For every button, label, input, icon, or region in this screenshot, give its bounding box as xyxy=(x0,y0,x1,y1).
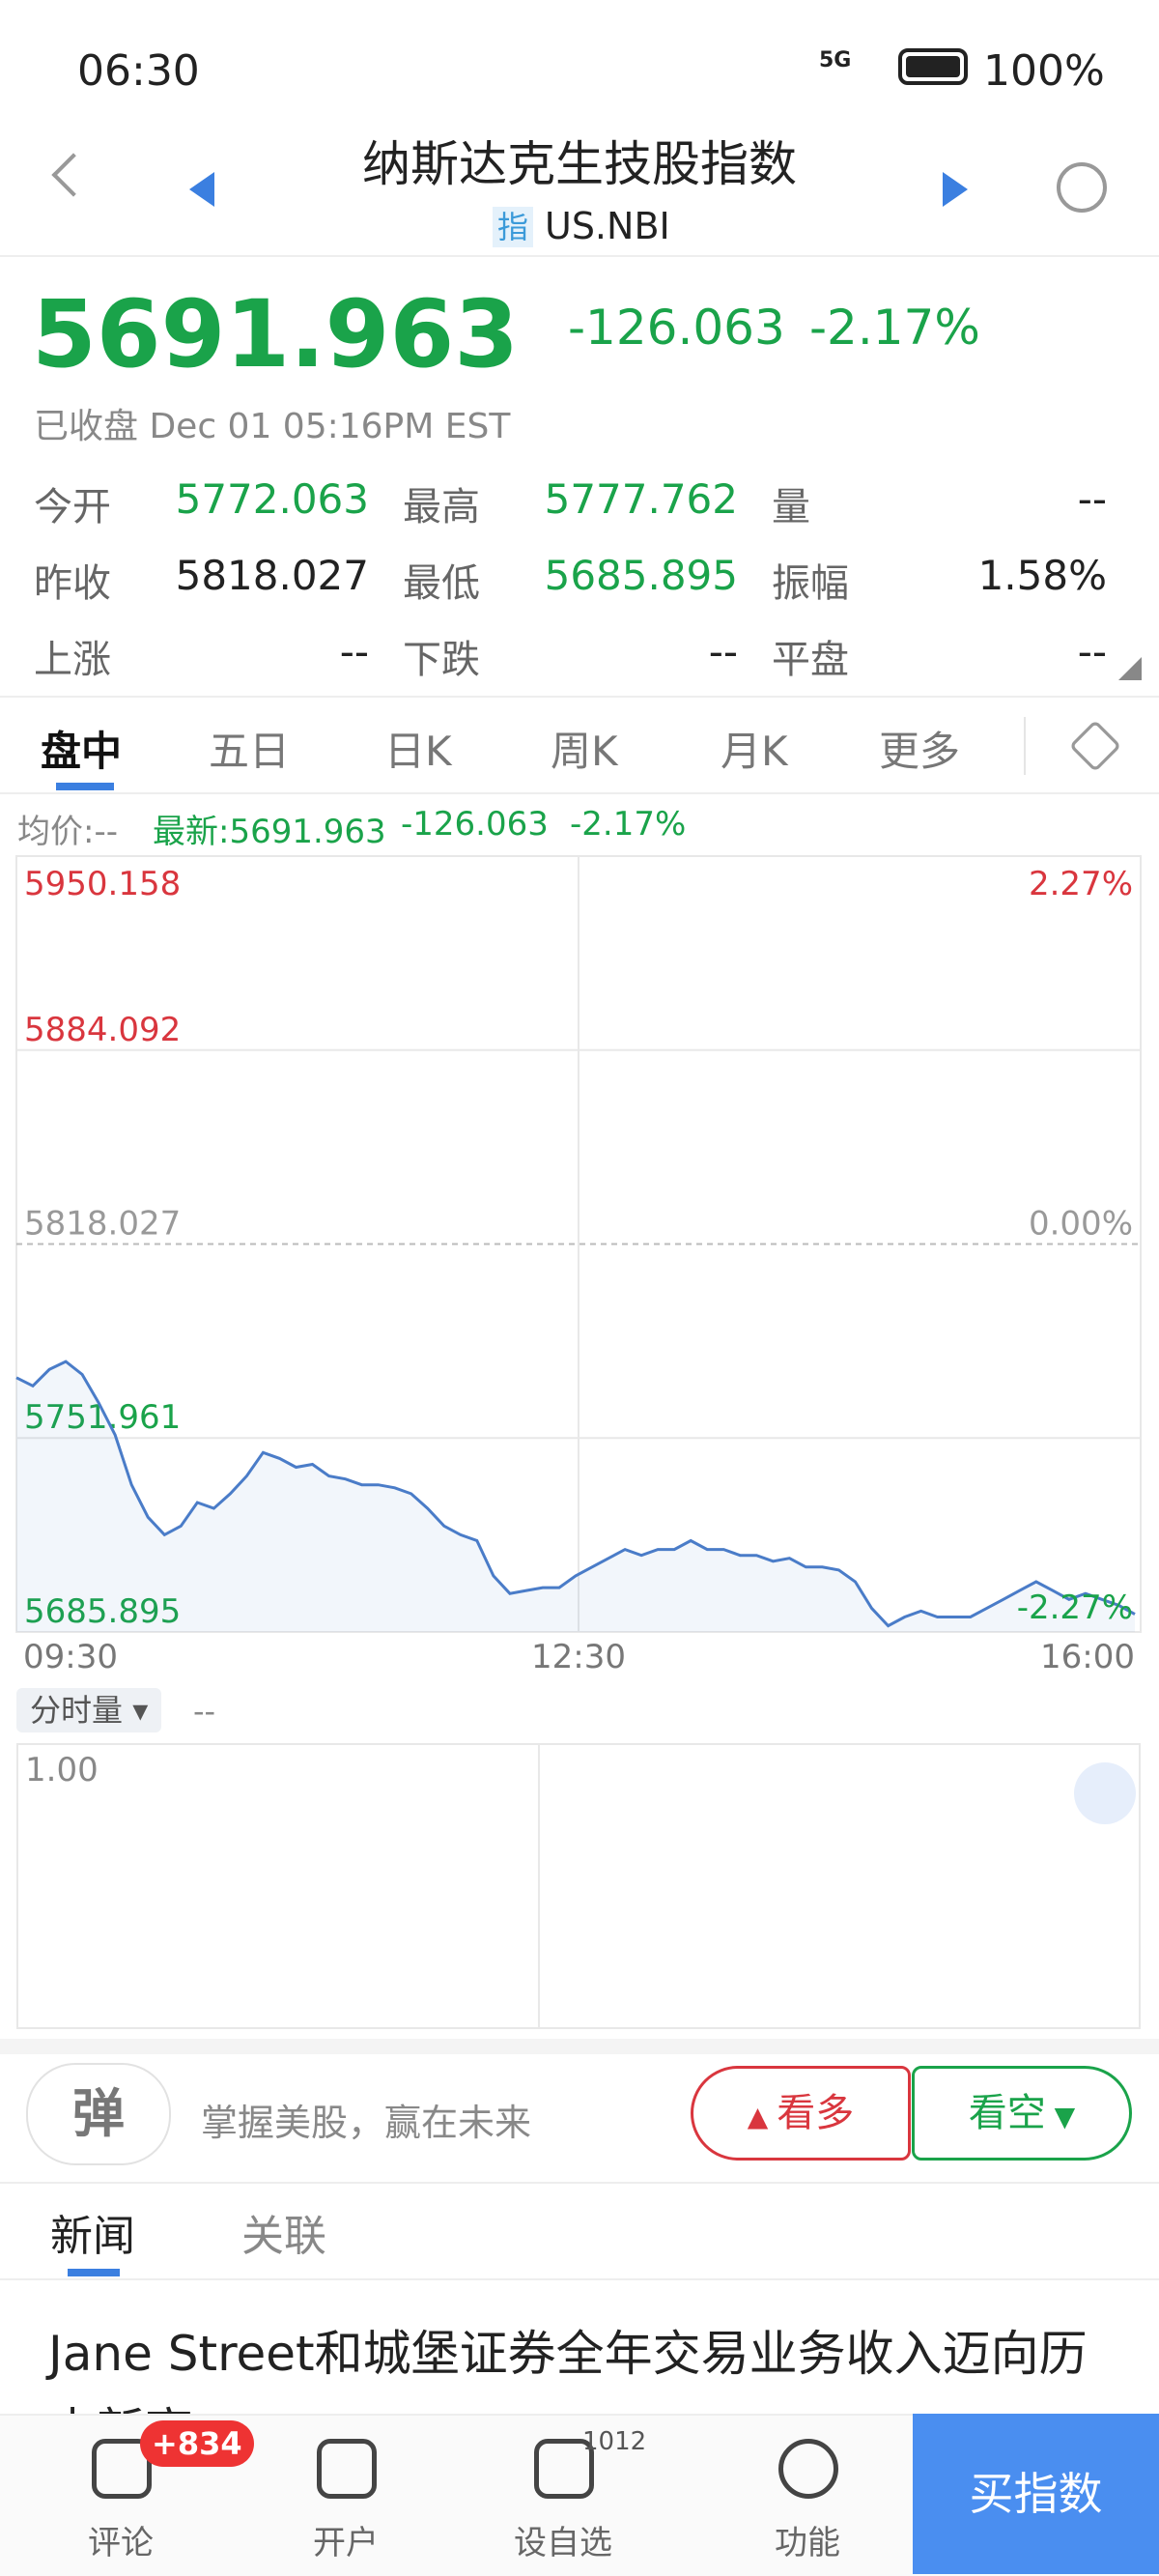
tab[interactable]: 五日 xyxy=(209,728,291,775)
y2-label: -2.27% xyxy=(1017,1589,1133,1627)
stat-value: 5685.895 xyxy=(544,552,738,599)
change: -126.063 xyxy=(568,300,785,356)
nav-icon[interactable] xyxy=(92,2439,152,2499)
network: 5G xyxy=(819,48,852,72)
stat-label: 今开 xyxy=(34,485,111,530)
tab-underline xyxy=(68,2269,120,2276)
battery: 100% xyxy=(983,46,1105,96)
buy-button[interactable]: 买指数 xyxy=(913,2414,1159,2574)
latest-change: -126.063 xyxy=(401,805,549,844)
intraday-chart: 5950.158 5884.092 5818.027 5751.961 5685.895… xyxy=(15,855,1142,1676)
stat-label: 上涨 xyxy=(34,638,111,682)
stat-label: 下跌 xyxy=(403,638,480,682)
stat-label: 昨收 xyxy=(34,561,111,606)
divider xyxy=(0,696,1159,698)
stat-label: 最高 xyxy=(403,485,480,530)
danmu-button[interactable]: 弹 xyxy=(26,2063,171,2165)
bull-button[interactable]: ▲ 看多 xyxy=(691,2066,911,2161)
avg-price: 均价:-- xyxy=(17,813,118,851)
tab[interactable]: 日K xyxy=(384,728,452,775)
divider xyxy=(0,255,1159,257)
separator xyxy=(1024,717,1026,775)
divider xyxy=(0,792,1159,794)
tab-underline xyxy=(56,783,114,790)
y-label: 5685.895 xyxy=(24,1592,181,1631)
volume-scale: 1.00 xyxy=(25,1751,99,1789)
stat-label: 平盘 xyxy=(772,638,849,682)
volume-box xyxy=(16,1743,1141,2029)
nav-icon[interactable] xyxy=(317,2439,377,2499)
nav-label[interactable]: 开户 xyxy=(313,2524,379,2562)
time-label: 09:30 xyxy=(23,1638,118,1676)
bear-label: 看空 xyxy=(968,2091,1046,2135)
stat-value: -- xyxy=(708,628,738,675)
stat-value: 5772.063 xyxy=(175,475,369,523)
tab[interactable]: 周K xyxy=(551,728,618,775)
news-tab[interactable]: 新闻 xyxy=(50,2212,135,2261)
time-label: 12:30 xyxy=(531,1638,626,1676)
symbol: US.NBI xyxy=(545,205,670,247)
nav-icon[interactable] xyxy=(778,2439,838,2499)
y2-label: 2.27% xyxy=(1029,865,1133,903)
change-percent: -2.17% xyxy=(809,300,980,356)
time: 06:30 xyxy=(77,46,200,96)
bull-label: 看多 xyxy=(777,2091,855,2135)
stat-value: 5818.027 xyxy=(175,552,369,599)
latest-price: 最新:5691.963 xyxy=(153,813,386,851)
price: 5691.963 xyxy=(32,280,520,388)
price-area xyxy=(16,1361,1135,1632)
nav-badge: 1012 xyxy=(582,2427,647,2456)
stat-label: 振幅 xyxy=(772,561,849,606)
prev-button[interactable] xyxy=(189,172,214,207)
stat-value: -- xyxy=(1077,475,1107,523)
time-label: 16:00 xyxy=(1040,1638,1135,1676)
stat-value: -- xyxy=(1077,628,1107,675)
nav-label[interactable]: 设自选 xyxy=(514,2524,612,2562)
nav-icon[interactable] xyxy=(534,2439,594,2499)
badge: 指 xyxy=(493,207,533,247)
y-label: 5950.158 xyxy=(24,865,181,903)
prompt: 掌握美股，赢在未来 xyxy=(201,2102,532,2144)
bear-button[interactable]: 看空 ▼ xyxy=(912,2066,1132,2161)
latest-percent: -2.17% xyxy=(570,805,687,844)
stat-value: 1.58% xyxy=(977,552,1107,599)
divider xyxy=(0,2278,1159,2280)
divider xyxy=(0,2182,1159,2184)
next-button[interactable] xyxy=(943,172,968,207)
title: 纳斯达克生技股指数 xyxy=(362,136,797,192)
battery-icon xyxy=(898,48,968,85)
volume-selector-label: 分时量 xyxy=(30,1692,124,1729)
stat-label: 最低 xyxy=(403,561,480,606)
tab[interactable]: 月K xyxy=(721,728,788,775)
y-label: 5751.961 xyxy=(24,1398,181,1437)
fullscreen-button[interactable] xyxy=(1074,1762,1136,1824)
y2-label: 0.00% xyxy=(1029,1204,1133,1243)
stat-label: 量 xyxy=(772,485,810,530)
tab[interactable]: 盘中 xyxy=(41,728,123,775)
nav-label[interactable]: 功能 xyxy=(775,2524,840,2562)
tab[interactable]: 更多 xyxy=(879,728,961,775)
nav-label[interactable]: 评论 xyxy=(88,2524,154,2562)
volume-value: -- xyxy=(193,1693,216,1730)
volume-selector[interactable]: 分时量 ▾ xyxy=(16,1688,162,1732)
market-status: 已收盘 Dec 01 05:16PM EST xyxy=(34,407,511,446)
related-tab[interactable]: 关联 xyxy=(241,2212,326,2261)
nav-badge: +834 xyxy=(140,2420,254,2467)
y-label: 5884.092 xyxy=(24,1011,181,1049)
price-line xyxy=(15,1360,1136,1628)
y-label: 5818.027 xyxy=(24,1204,181,1243)
stat-value: -- xyxy=(339,628,369,675)
divider xyxy=(0,2039,1159,2054)
stat-value: 5777.762 xyxy=(544,475,738,523)
expand-corner[interactable] xyxy=(1118,657,1142,680)
search-button[interactable] xyxy=(1057,162,1107,213)
